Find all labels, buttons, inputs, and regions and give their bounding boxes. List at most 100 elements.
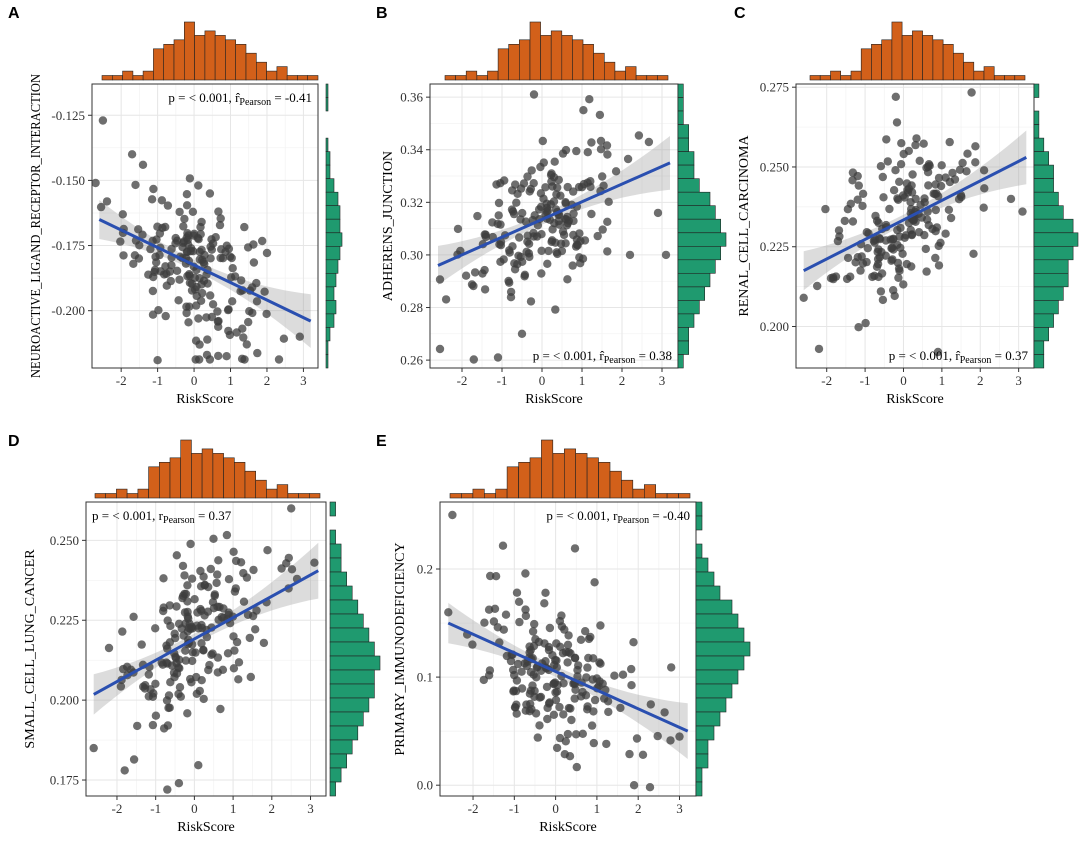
data-point: [137, 640, 146, 649]
histogram-bar-top: [614, 70, 626, 81]
histogram-bar-right: [329, 767, 342, 783]
histogram-bar-right: [329, 739, 353, 755]
data-point: [131, 180, 140, 190]
data-point: [165, 638, 175, 647]
histogram-bar-top: [643, 484, 656, 499]
data-point: [202, 350, 212, 360]
y-tick-label: 0.0: [417, 778, 433, 793]
histogram-bar-right: [1033, 205, 1064, 220]
data-point: [861, 318, 870, 328]
data-point: [98, 116, 108, 125]
x-tick-label: -1: [152, 373, 163, 388]
histogram-bar-right: [695, 501, 703, 517]
annotation-r-symbol: r̂: [955, 348, 961, 363]
data-point: [468, 640, 477, 649]
data-point: [634, 131, 644, 140]
histogram-bar-top: [298, 493, 310, 499]
data-point: [616, 703, 625, 713]
data-point: [262, 248, 272, 258]
data-point: [843, 253, 853, 263]
annotation-r-subscript: Pearson: [960, 355, 992, 366]
data-point: [238, 324, 247, 333]
data-point: [979, 203, 988, 212]
data-point: [854, 181, 863, 190]
x-tick-label: 2: [977, 373, 984, 388]
data-point: [206, 564, 215, 574]
data-point: [675, 732, 684, 741]
data-point: [581, 691, 591, 700]
histogram-bar-top: [563, 448, 576, 499]
data-point: [958, 158, 967, 168]
data-point: [603, 150, 612, 159]
x-tick-label: 1: [579, 373, 586, 388]
data-point: [182, 190, 192, 199]
data-point: [912, 134, 921, 143]
data-point: [274, 355, 284, 364]
data-point: [222, 352, 231, 361]
data-point: [244, 317, 253, 327]
data-point: [310, 558, 319, 567]
x-tick-label: 3: [307, 801, 314, 816]
data-point: [552, 248, 561, 257]
data-point: [568, 261, 577, 270]
data-point: [473, 211, 482, 221]
data-point: [521, 569, 530, 578]
data-point: [237, 354, 247, 363]
data-point: [175, 275, 184, 284]
stats-annotation: p = < 0.001, r̂Pearson = 0.37: [889, 348, 1029, 366]
data-point: [205, 660, 214, 670]
data-point: [553, 680, 562, 690]
data-point: [556, 642, 565, 651]
data-point: [488, 218, 497, 227]
histogram-bar-right: [695, 725, 715, 741]
data-point: [153, 356, 162, 365]
data-point: [541, 183, 550, 192]
histogram-bar-top: [809, 75, 821, 81]
data-point: [138, 160, 148, 169]
histogram-bar-top: [646, 75, 658, 81]
y-tick-label: -0.150: [51, 173, 85, 188]
data-point: [498, 541, 508, 550]
annotation-r-symbol: r: [613, 508, 618, 523]
data-point: [195, 355, 204, 364]
data-point: [598, 225, 607, 234]
data-point: [499, 255, 508, 264]
y-tick-label: 0.26: [400, 353, 423, 368]
data-point: [127, 150, 137, 159]
data-point: [147, 195, 157, 204]
y-axis-title: PRIMARY_IMMUNODEFICIENCY: [393, 542, 408, 755]
data-point: [602, 739, 611, 749]
histogram-bar-top: [116, 488, 128, 499]
data-point: [181, 589, 191, 599]
data-point: [904, 184, 913, 193]
data-point: [208, 300, 218, 309]
data-point: [178, 561, 188, 571]
data-point: [144, 670, 153, 679]
histogram-bar-top: [276, 484, 289, 499]
data-point: [515, 617, 524, 627]
data-point: [175, 207, 184, 217]
data-point: [118, 210, 128, 219]
data-point: [525, 707, 534, 716]
x-axis-title: RiskScore: [525, 392, 583, 407]
histogram-bar-top: [266, 488, 278, 499]
data-point: [194, 761, 203, 770]
data-point: [625, 749, 634, 759]
data-point: [920, 194, 929, 203]
histogram-bar-right: [329, 543, 342, 559]
x-tick-label: 0: [552, 801, 559, 816]
histogram-bar-right: [1033, 300, 1059, 315]
data-point: [587, 138, 596, 147]
histogram-bar-right: [695, 613, 739, 629]
panel-letter-d: D: [8, 433, 20, 450]
data-point: [563, 658, 572, 667]
data-point: [480, 285, 490, 294]
histogram-bar-top: [529, 457, 542, 499]
data-point: [878, 172, 887, 182]
data-point: [899, 280, 908, 289]
histogram-bar-top: [901, 35, 913, 81]
data-point: [501, 610, 511, 619]
data-point: [893, 225, 902, 235]
data-point: [561, 737, 570, 746]
histogram-bar-top: [148, 466, 160, 499]
